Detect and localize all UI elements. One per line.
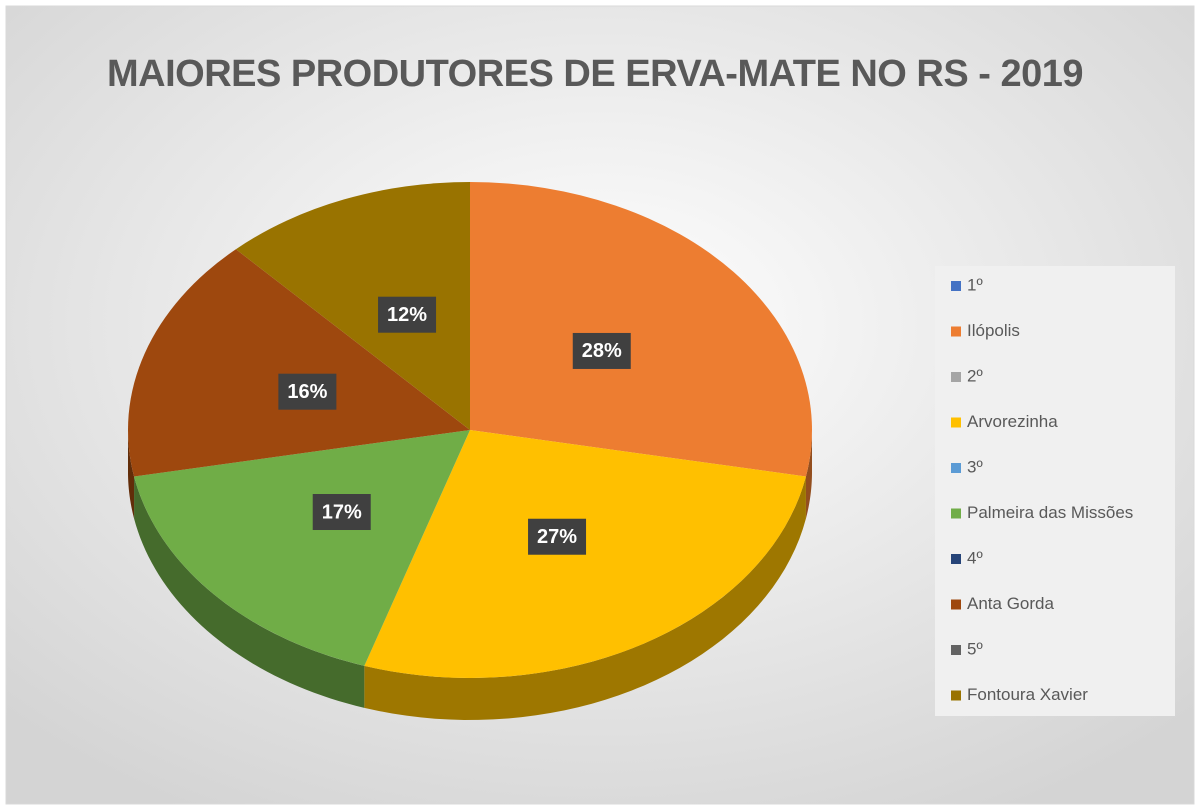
legend-label: 2º [967, 366, 983, 385]
slice [235, 182, 470, 430]
legend-label: 3º [967, 457, 983, 476]
legend-swatch [951, 508, 961, 519]
legend-box [935, 266, 1175, 716]
legend-swatch [951, 463, 961, 473]
data-label-box [312, 494, 371, 531]
legend-swatch [951, 281, 961, 291]
slice [128, 249, 471, 477]
legend-swatch [951, 554, 961, 564]
data-label: 16% [287, 381, 327, 403]
slice-side [128, 430, 135, 519]
data-label: 28% [582, 340, 622, 362]
slice [134, 430, 471, 666]
legend-swatch [951, 326, 961, 337]
legend-swatch [951, 645, 961, 655]
slice [470, 182, 812, 477]
legend-swatch [951, 690, 961, 701]
chart-title: MAIORES PRODUTORES DE ERVA-MATE NO RS - … [106, 53, 1084, 95]
legend-label: 5º [967, 639, 983, 658]
slice-side [134, 476, 365, 708]
legend-swatch [951, 372, 961, 382]
legend-label: Anta Gorda [967, 594, 1054, 613]
slice-side [805, 430, 812, 519]
data-label: 17% [322, 501, 362, 523]
legend-label: Ilópolis [967, 321, 1020, 340]
data-label-box [278, 373, 337, 410]
data-label-box [572, 332, 631, 369]
legend-label: Fontoura Xavier [967, 685, 1088, 704]
legend-label: 4º [967, 548, 983, 567]
legend-swatch [951, 417, 961, 428]
data-label: 12% [387, 304, 427, 326]
data-label-box [528, 518, 587, 555]
legend-label: Palmeira das Missões [967, 503, 1133, 522]
data-label-box [378, 296, 437, 333]
legend-swatch [951, 599, 961, 610]
slice-side [364, 476, 806, 720]
legend-label: Arvorezinha [967, 412, 1058, 431]
data-label: 27% [537, 526, 577, 548]
legend-label: 1º [967, 275, 983, 294]
